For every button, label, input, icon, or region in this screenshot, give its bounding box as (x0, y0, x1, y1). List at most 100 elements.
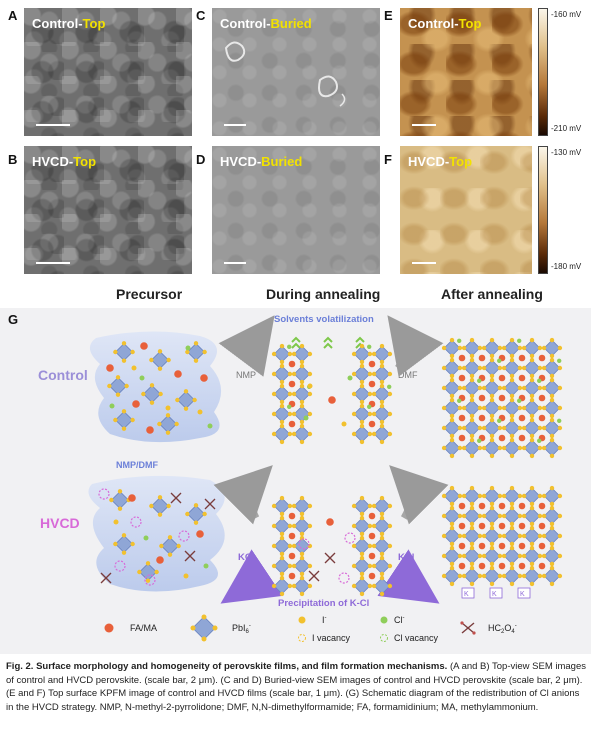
octahedron-icon (461, 357, 483, 379)
legend-iodide: I- (322, 615, 327, 625)
cation-icon (478, 562, 486, 570)
cation-icon (288, 360, 296, 368)
sem-image-control-top: Control-Top (24, 8, 192, 136)
octahedron-icon (351, 555, 373, 577)
legend-iodide-icon (298, 616, 306, 624)
octahedron-icon (291, 383, 313, 405)
octahedron-icon (441, 417, 463, 439)
solvent-arrow-dmf-icon (387, 315, 444, 377)
kpfm-image-hvcd-top: HVCD-Top (400, 146, 532, 274)
stage-heading-after-annealing: After annealing (441, 286, 543, 302)
cation-icon (458, 414, 466, 422)
octahedron-icon (501, 377, 523, 399)
schematic-svg: G Control HVCD NMP/DMF Solvents volatili… (8, 312, 563, 643)
octahedron-icon (541, 377, 563, 399)
octahedron-icon (291, 555, 313, 577)
octahedron-icon (351, 575, 373, 597)
octahedron-icon (521, 397, 543, 419)
octahedron-icon (501, 397, 523, 419)
complex-icon (130, 516, 142, 528)
panel-title: Control-Buried (220, 16, 312, 31)
lattice-after-control (441, 337, 563, 459)
nmp-dmf-label: NMP/DMF (116, 460, 158, 470)
cation-icon (478, 502, 486, 510)
octahedron-icon (271, 535, 293, 557)
octahedron-icon (461, 545, 483, 567)
cation-icon (498, 522, 506, 530)
cation-icon (538, 414, 546, 422)
octahedron-icon (149, 349, 171, 371)
octahedron-icon (521, 417, 543, 439)
octahedron-icon (291, 363, 313, 385)
octahedron-icon (481, 397, 503, 419)
octahedron-icon (351, 403, 373, 425)
octahedron-icon (441, 337, 463, 359)
complex-icon (344, 532, 356, 544)
octahedron-icon (271, 555, 293, 577)
cation-icon (458, 434, 466, 442)
scale-bar (412, 262, 436, 264)
precursor-particles-hvcd (98, 488, 216, 586)
complex-icon (338, 572, 350, 584)
octahedron-icon (291, 403, 313, 425)
octahedron-icon (481, 417, 503, 439)
stage-heading-during-annealing: During annealing (266, 286, 381, 302)
scale-bar (224, 262, 246, 264)
octahedron-icon (501, 485, 523, 507)
octahedron-icon (501, 545, 523, 567)
octahedron-icon (107, 375, 129, 397)
octahedron-icon (541, 505, 563, 527)
k-precipitate-markers: K K K (461, 587, 531, 599)
octahedron-icon (371, 423, 393, 445)
oxalate-icon (308, 570, 320, 582)
scale-bar (36, 262, 70, 264)
octahedron-icon (541, 357, 563, 379)
iodide-icon (341, 421, 347, 427)
solvents-volatilization-label: Solvents volatilization (274, 314, 374, 325)
octahedron-icon (351, 423, 373, 445)
cation-icon (478, 522, 486, 530)
cation-icon (458, 502, 466, 510)
panel-title: HVCD-Buried (220, 154, 303, 169)
octahedron-icon (371, 383, 393, 405)
chloride-icon (537, 378, 542, 383)
octahedron-icon (521, 337, 543, 359)
cation-icon (538, 522, 546, 530)
cation-icon (196, 530, 204, 538)
octahedron-icon (481, 437, 503, 459)
octahedron-icon (271, 343, 293, 365)
cation-icon (458, 374, 466, 382)
octahedron-icon (351, 383, 373, 405)
octahedron-icon (441, 525, 463, 547)
octahedron-icon (441, 485, 463, 507)
cation-icon (498, 502, 506, 510)
octahedron-icon (271, 495, 293, 517)
colorbar-f-min: -180 mV (551, 262, 582, 271)
octahedron-icon (541, 417, 563, 439)
panel-title: Control-Top (32, 16, 106, 31)
complex-icon (114, 560, 126, 572)
chloride-icon (203, 563, 209, 569)
octahedron-icon (541, 485, 563, 507)
octahedron-icon (441, 437, 463, 459)
kcl-label-right: KCl (398, 552, 414, 563)
lattice-during-hvcd-right (351, 495, 393, 597)
oxalate-icon (170, 492, 182, 504)
kcl-arrow-right-icon (377, 549, 440, 604)
chloride-icon (457, 398, 462, 403)
panel-title: HVCD-Top (408, 154, 473, 169)
octahedron-icon (113, 409, 135, 431)
cation-icon (368, 572, 376, 580)
octahedron-icon (541, 545, 563, 567)
cation-icon (478, 394, 486, 402)
cation-icon (538, 354, 546, 362)
cation-icon (538, 562, 546, 570)
octahedron-icon (113, 533, 135, 555)
scale-bar (36, 124, 70, 126)
cation-icon (498, 562, 506, 570)
cation-icon (518, 434, 526, 442)
schematic-g: G Control HVCD NMP/DMF Solvents volatili… (0, 308, 591, 654)
cation-icon (538, 542, 546, 550)
cation-icon (458, 562, 466, 570)
octahedron-icon (137, 561, 159, 583)
